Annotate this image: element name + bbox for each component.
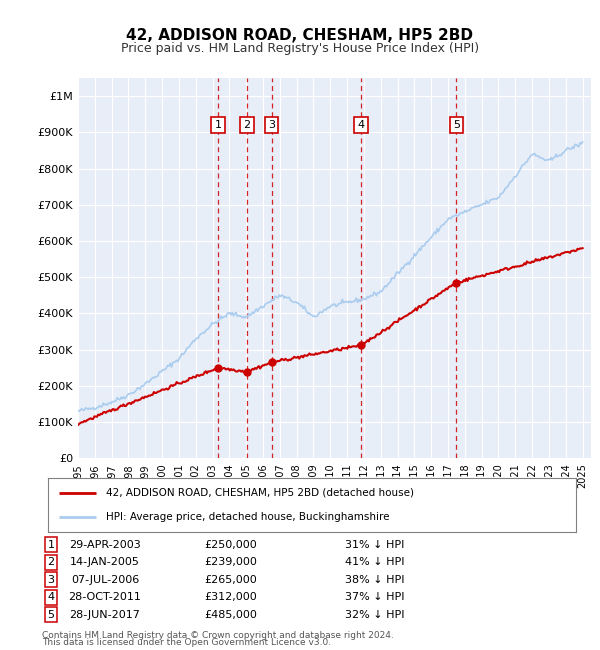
Text: 1: 1 xyxy=(47,540,55,550)
Text: 2: 2 xyxy=(244,120,250,130)
Text: 37% ↓ HPI: 37% ↓ HPI xyxy=(345,592,404,603)
Text: 2: 2 xyxy=(47,557,55,567)
Text: This data is licensed under the Open Government Licence v3.0.: This data is licensed under the Open Gov… xyxy=(42,638,331,647)
Text: Price paid vs. HM Land Registry's House Price Index (HPI): Price paid vs. HM Land Registry's House … xyxy=(121,42,479,55)
Text: 1: 1 xyxy=(215,120,221,130)
Text: 3: 3 xyxy=(268,120,275,130)
Text: 28-JUN-2017: 28-JUN-2017 xyxy=(70,610,140,620)
Text: 5: 5 xyxy=(47,610,55,620)
Text: 3: 3 xyxy=(47,575,55,585)
Text: 5: 5 xyxy=(453,120,460,130)
Text: 42, ADDISON ROAD, CHESHAM, HP5 2BD (detached house): 42, ADDISON ROAD, CHESHAM, HP5 2BD (deta… xyxy=(106,488,414,498)
Text: 32% ↓ HPI: 32% ↓ HPI xyxy=(345,610,404,620)
Text: 07-JUL-2006: 07-JUL-2006 xyxy=(71,575,139,585)
Text: HPI: Average price, detached house, Buckinghamshire: HPI: Average price, detached house, Buck… xyxy=(106,512,389,523)
Text: 4: 4 xyxy=(47,592,55,603)
Text: Contains HM Land Registry data © Crown copyright and database right 2024.: Contains HM Land Registry data © Crown c… xyxy=(42,630,394,640)
Text: £250,000: £250,000 xyxy=(205,540,257,550)
Text: £312,000: £312,000 xyxy=(205,592,257,603)
Text: £485,000: £485,000 xyxy=(205,610,257,620)
Text: 41% ↓ HPI: 41% ↓ HPI xyxy=(345,557,404,567)
Text: 31% ↓ HPI: 31% ↓ HPI xyxy=(345,540,404,550)
Text: £239,000: £239,000 xyxy=(205,557,257,567)
Text: 42, ADDISON ROAD, CHESHAM, HP5 2BD: 42, ADDISON ROAD, CHESHAM, HP5 2BD xyxy=(127,28,473,43)
Text: 38% ↓ HPI: 38% ↓ HPI xyxy=(345,575,404,585)
Text: 4: 4 xyxy=(358,120,365,130)
Text: 14-JAN-2005: 14-JAN-2005 xyxy=(70,557,140,567)
Text: 28-OCT-2011: 28-OCT-2011 xyxy=(68,592,142,603)
Text: 29-APR-2003: 29-APR-2003 xyxy=(69,540,141,550)
Text: £265,000: £265,000 xyxy=(205,575,257,585)
